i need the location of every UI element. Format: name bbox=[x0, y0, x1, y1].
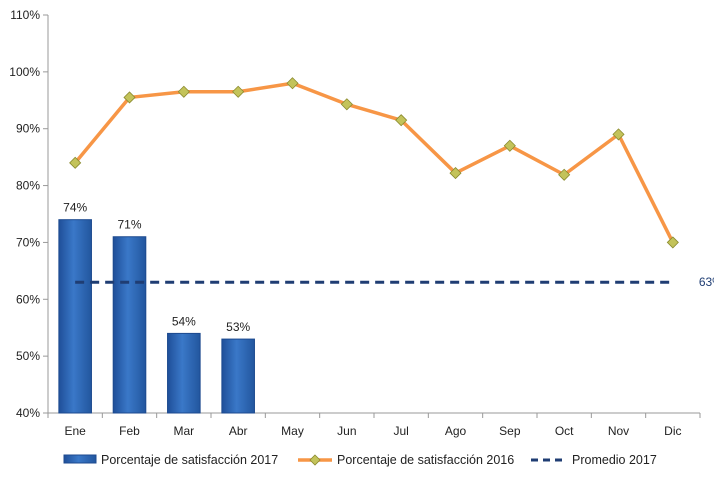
x-tick-label: May bbox=[281, 424, 304, 438]
bar bbox=[167, 332, 201, 414]
x-tick-label: Nov bbox=[608, 424, 629, 438]
x-tick-label: Ago bbox=[445, 424, 467, 438]
average-data-label: 63% bbox=[699, 275, 714, 289]
y-tick-label: 50% bbox=[16, 349, 40, 363]
x-tick-label: Abr bbox=[229, 424, 248, 438]
y-tick-label: 70% bbox=[16, 235, 40, 249]
x-tick-label: Mar bbox=[173, 424, 194, 438]
x-tick-label: Jul bbox=[393, 424, 408, 438]
line-series-2016 bbox=[69, 77, 679, 249]
y-tick-label: 100% bbox=[9, 65, 40, 79]
x-tick-label: Oct bbox=[555, 424, 574, 438]
line-point bbox=[395, 114, 408, 127]
legend-label-2017: Porcentaje de satisfacción 2017 bbox=[101, 453, 278, 467]
bar-data-label: 53% bbox=[226, 320, 250, 334]
y-tick-label: 110% bbox=[10, 8, 40, 22]
line-point bbox=[503, 139, 516, 152]
line-point bbox=[232, 85, 245, 98]
line-point bbox=[449, 166, 462, 180]
line-point bbox=[123, 91, 136, 104]
y-tick-label: 60% bbox=[16, 292, 40, 306]
y-tick-label: 90% bbox=[16, 122, 40, 136]
line-point bbox=[666, 236, 679, 249]
bar-data-label: 74% bbox=[63, 201, 87, 215]
y-ticks: 40% 50% 60% 70% 80% 90% 100% 110% bbox=[9, 8, 48, 420]
bar bbox=[58, 219, 92, 414]
bar-data-label: 54% bbox=[172, 314, 196, 328]
legend-swatch-marker bbox=[309, 454, 321, 466]
x-tick-label: Jun bbox=[337, 424, 356, 438]
line-point bbox=[558, 168, 571, 181]
line-point bbox=[286, 77, 299, 90]
x-tick-label: Dic bbox=[664, 424, 681, 438]
line-point bbox=[612, 128, 625, 141]
bars-series-2017: 74% 71% 54% 53% bbox=[58, 201, 255, 414]
legend-swatch-bar bbox=[63, 454, 97, 464]
x-tick-label: Feb bbox=[119, 424, 140, 438]
legend-label-2016: Porcentaje de satisfacción 2016 bbox=[337, 453, 514, 467]
bar bbox=[221, 338, 255, 414]
average-series-2017: 63% bbox=[75, 275, 714, 289]
legend-label-average: Promedio 2017 bbox=[572, 453, 657, 467]
y-tick-label: 40% bbox=[16, 406, 40, 420]
legend: Porcentaje de satisfacción 2017 Porcentaj… bbox=[63, 453, 657, 467]
bar-data-label: 71% bbox=[117, 218, 141, 232]
bar bbox=[112, 236, 147, 414]
line-point bbox=[69, 156, 82, 169]
x-tick-label: Sep bbox=[499, 424, 521, 438]
line-point bbox=[340, 98, 353, 111]
line-point bbox=[177, 85, 190, 98]
y-tick-label: 80% bbox=[16, 179, 40, 193]
x-ticks: Ene Feb Mar Abr May Jun Jul Ago Sep Oct Nov Dic bbox=[47, 413, 701, 438]
x-tick-label: Ene bbox=[64, 424, 86, 438]
series-line-2016 bbox=[73, 81, 675, 244]
